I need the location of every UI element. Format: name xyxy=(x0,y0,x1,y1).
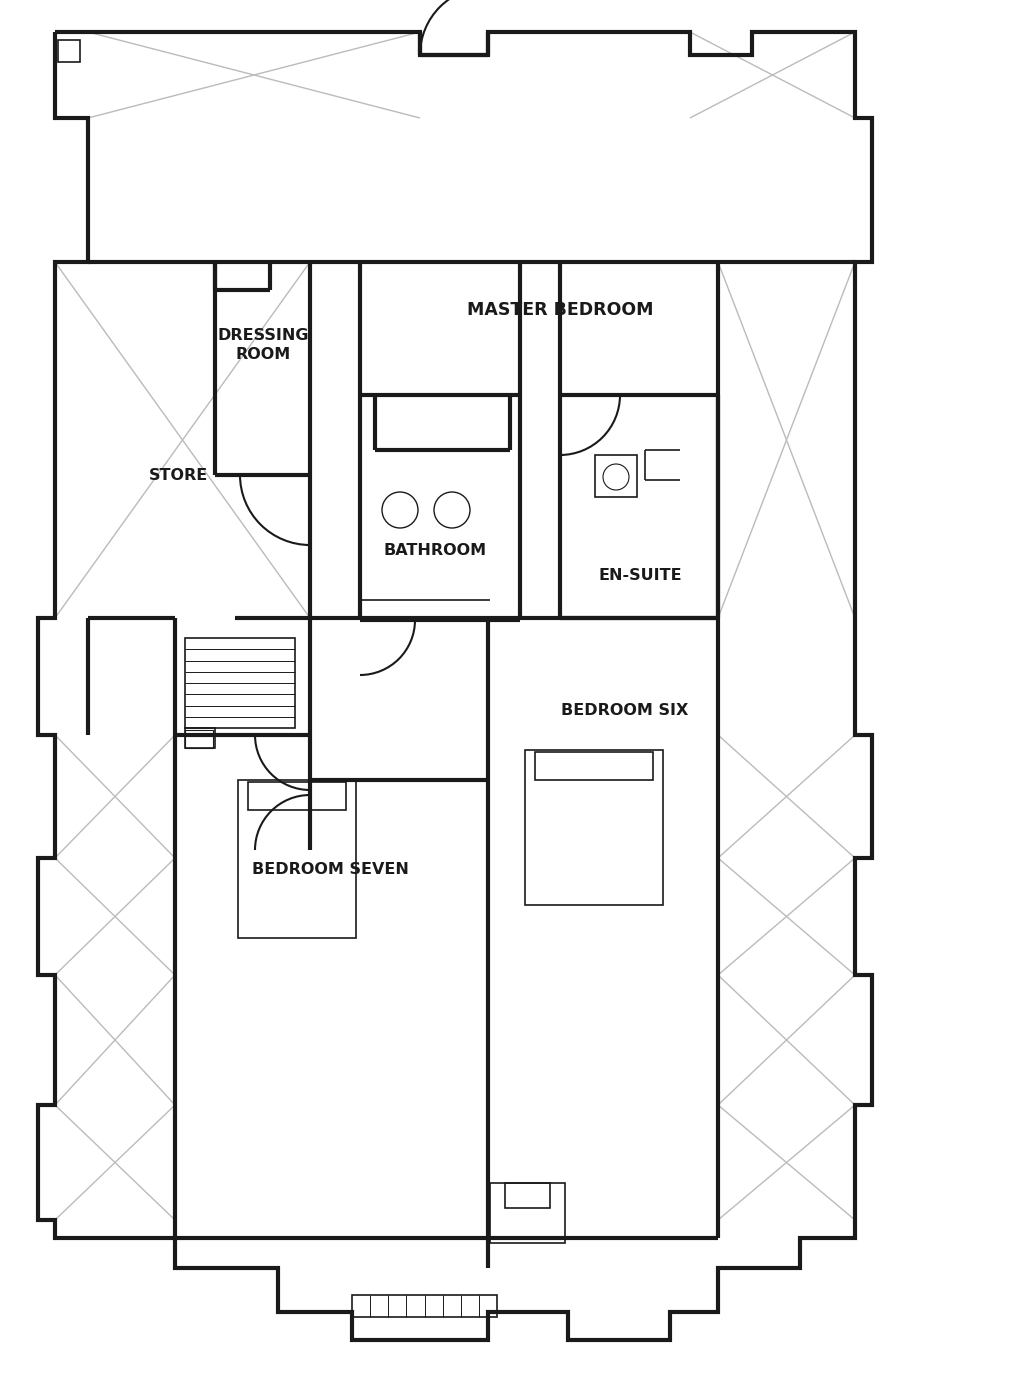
Text: BEDROOM SEVEN: BEDROOM SEVEN xyxy=(252,863,409,877)
Text: MASTER BEDROOM: MASTER BEDROOM xyxy=(467,301,653,319)
Text: DRESSING
ROOM: DRESSING ROOM xyxy=(217,329,309,362)
Text: BATHROOM: BATHROOM xyxy=(383,543,486,558)
Text: BEDROOM SIX: BEDROOM SIX xyxy=(561,703,689,718)
Bar xyxy=(490,1184,565,1243)
Bar xyxy=(525,750,663,905)
Text: EN-SUITE: EN-SUITE xyxy=(598,568,682,583)
Bar xyxy=(185,731,213,749)
Bar xyxy=(238,780,356,938)
Bar xyxy=(185,728,215,749)
Bar xyxy=(595,454,637,497)
Bar xyxy=(185,638,295,728)
Bar xyxy=(248,782,346,811)
Bar xyxy=(352,1295,497,1317)
Text: STORE: STORE xyxy=(148,468,208,482)
Bar xyxy=(535,753,653,780)
Bar xyxy=(58,40,80,62)
Bar xyxy=(505,1184,550,1208)
Polygon shape xyxy=(38,32,872,1340)
